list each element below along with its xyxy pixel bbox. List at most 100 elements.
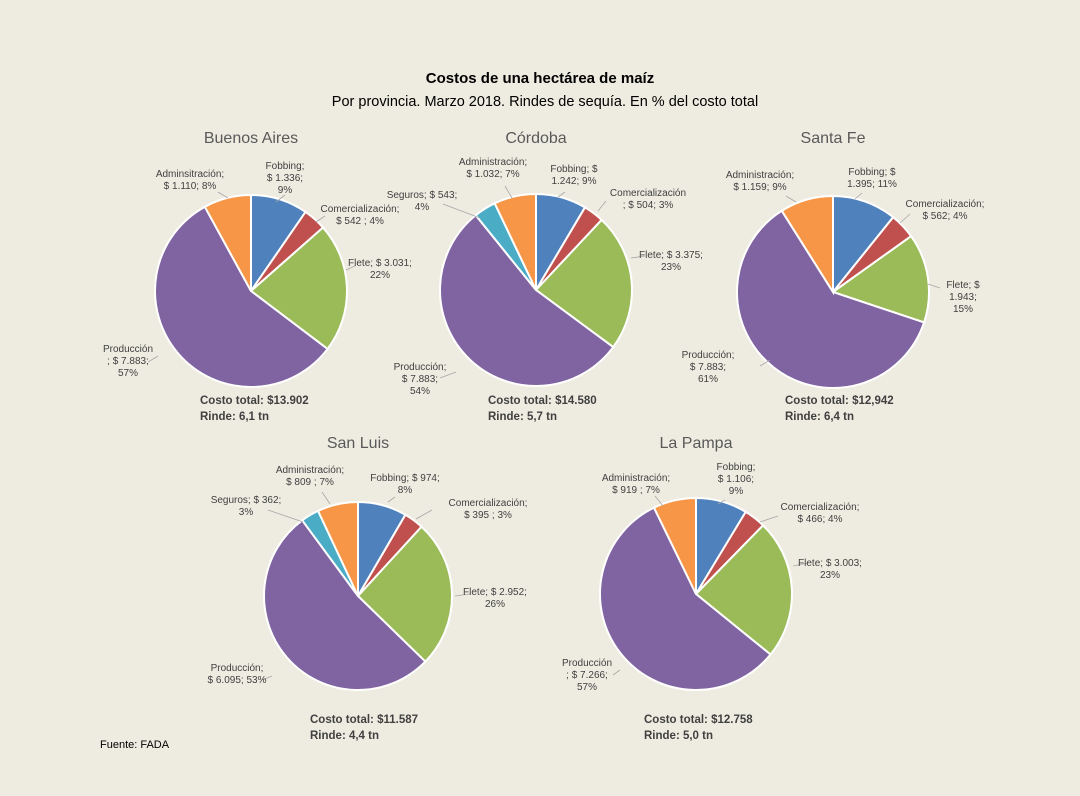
leader-line [759,515,779,523]
data-label-line: Comercialización [610,188,686,199]
leader-line [275,194,286,203]
data-label-line: Flete; $ 3.375; [639,250,703,261]
data-label-la-pampa-flete: Flete; $ 3.003; 23% [798,558,862,581]
source-note: Fuente: FADA [100,739,170,751]
pie-buenos-aires: Buenos Aires Fobbing; $ 1.336; 9% Comerciali… [103,130,412,423]
total-cost-san-luis: Costo total: $11.587 [310,714,418,726]
data-label-line: Producción [562,658,612,669]
data-label-san-luis-flete: Flete; $ 2.952; 26% [463,587,527,610]
pie-title-san-luis: San Luis [327,435,389,452]
data-label-line: 8% [398,485,413,496]
leader-line [147,355,159,363]
data-label-line: $ 1.336; [267,173,303,184]
data-label-line: 22% [370,270,390,281]
data-label-santa-fe-comercializacion: Comercialización; $ 562; 4% [906,199,985,222]
data-label-line: $ 7.883; [690,362,726,373]
data-label-line: ; $ 7.266; [566,670,608,681]
pie-la-pampa: La Pampa Fobbing; $ 1.106; 9% Comercializaci… [562,435,862,742]
data-label-line: $ 809 ; 7% [286,477,334,488]
leader-line [597,200,607,212]
data-label-line: Administración; [459,157,527,168]
leader-line [785,195,797,203]
data-label-line: 3% [239,507,254,518]
data-label-line: Producción; [394,362,447,373]
data-label-line: Producción; [211,663,264,674]
data-label-san-luis-administracion: Administración; $ 809 ; 7% [276,465,344,488]
data-label-line: Producción; [682,350,735,361]
leader-line [439,371,457,379]
data-label-line: Administración; [276,465,344,476]
yield-san-luis: Rinde: 4,4 tn [310,730,379,742]
data-label-line: ; $ 7.883; [107,356,149,367]
data-label-line: $ 395 ; 3% [464,510,512,521]
data-label-buenos-aires-comercializacion: Comercialización; $ 542 ; 4% [321,204,400,227]
slice-buenos-aires-flete [249,226,349,351]
data-label-line: ; $ 504; 3% [623,200,674,211]
leader-line [717,499,726,505]
pie-title-santa-fe: Santa Fe [801,130,866,147]
data-label-san-luis-fobbing: Fobbing; $ 974; 8% [370,473,440,496]
data-label-line: 57% [118,368,138,379]
data-label-line: 1.395; 11% [847,179,897,190]
yield-santa-fe: Rinde: 6,4 tn [785,411,854,423]
data-label-cordoba-seguros: Seguros; $ 543; 4% [387,190,458,213]
data-label-santa-fe-fobbing: Fobbing; $1.395; 11% [847,167,897,190]
slice-santa-fe-administracion [780,194,834,296]
slice-cordoba-administracion [493,192,537,291]
data-label-san-luis-seguros: Seguros; $ 362; 3% [211,495,282,518]
total-cost-la-pampa: Costo total: $12.758 [644,714,753,726]
data-label-san-luis-produccion: Producción; $ 6.095; 53% [208,663,267,686]
leader-line [261,675,273,681]
data-label-line: Fobbing; $ [848,167,896,178]
data-label-line: 23% [820,570,840,581]
data-label-line: $ 1.106; [718,474,754,485]
slice-cordoba-produccion [439,213,615,388]
pies-group: Buenos Aires Fobbing; $ 1.336; 9% Comerciali… [103,130,984,742]
data-label-santa-fe-administracion: Administración; $ 1.159; 9% [726,170,794,193]
pie-title-la-pampa: La Pampa [660,435,733,452]
data-label-buenos-aires-flete: Flete; $ 3.031; 22% [348,258,412,281]
data-label-line: Comercialización; [781,502,860,513]
data-label-line: 57% [577,682,597,693]
data-label-line: $ 466; 4% [797,514,842,525]
data-label-line: Comercialización; [321,204,400,215]
leader-line [504,185,513,199]
slice-buenos-aires-produccion [154,205,329,388]
data-label-line: 1.943; [949,292,977,303]
pie-san-luis: San Luis Fobbing; $ 974; 8% Comercializació… [208,435,528,742]
yield-buenos-aires: Rinde: 6,1 tn [200,411,269,423]
data-label-line: $ 1.032; 7% [466,169,519,180]
leader-line [899,213,911,224]
data-label-santa-fe-produccion: Producción; $ 7.883; 61% [682,350,735,385]
data-label-line: Flete; $ 3.003; [798,558,862,569]
data-label-line: 23% [661,262,681,273]
total-cost-cordoba: Costo total: $14.580 [488,395,597,407]
data-label-buenos-aires-fobbing: Fobbing; $ 1.336; 9% [266,161,305,196]
data-label-line: Flete; $ 2.952; [463,587,527,598]
data-label-san-luis-comercializacion: Comercialización; $ 395 ; 3% [449,498,528,521]
total-cost-santa-fe: Costo total: $12,942 [785,395,894,407]
pie-cordoba: Córdoba Fobbing; $1.242; 9% Comercializaci… [387,130,703,423]
slice-la-pampa-administracion [652,496,697,595]
leader-line [321,491,331,505]
leader-line [927,283,941,289]
slice-san-luis-flete [356,525,453,664]
data-label-cordoba-flete: Flete; $ 3.375; 23% [639,250,703,273]
data-label-line: Flete; $ [946,280,980,291]
data-label-line: $ 1.159; 9% [733,182,786,193]
data-label-line: 26% [485,599,505,610]
data-label-line: 15% [953,304,973,315]
data-label-buenos-aires-produccion: Producción; $ 7.883; 57% [103,344,153,379]
data-label-line: 61% [698,374,718,385]
data-label-santa-fe-flete: Flete; $1.943; 15% [946,280,980,315]
yield-la-pampa: Rinde: 5,0 tn [644,730,713,742]
data-label-line: Adminsitración; [156,169,224,180]
leader-line [267,509,304,523]
pie-title-buenos-aires: Buenos Aires [204,130,298,147]
data-label-line: $ 7.883; [402,374,438,385]
data-label-line: 9% [278,185,293,196]
leader-line [345,265,356,271]
data-label-la-pampa-administracion: Administración; $ 919 ; 7% [602,473,670,496]
data-label-line: Flete; $ 3.031; [348,258,412,269]
